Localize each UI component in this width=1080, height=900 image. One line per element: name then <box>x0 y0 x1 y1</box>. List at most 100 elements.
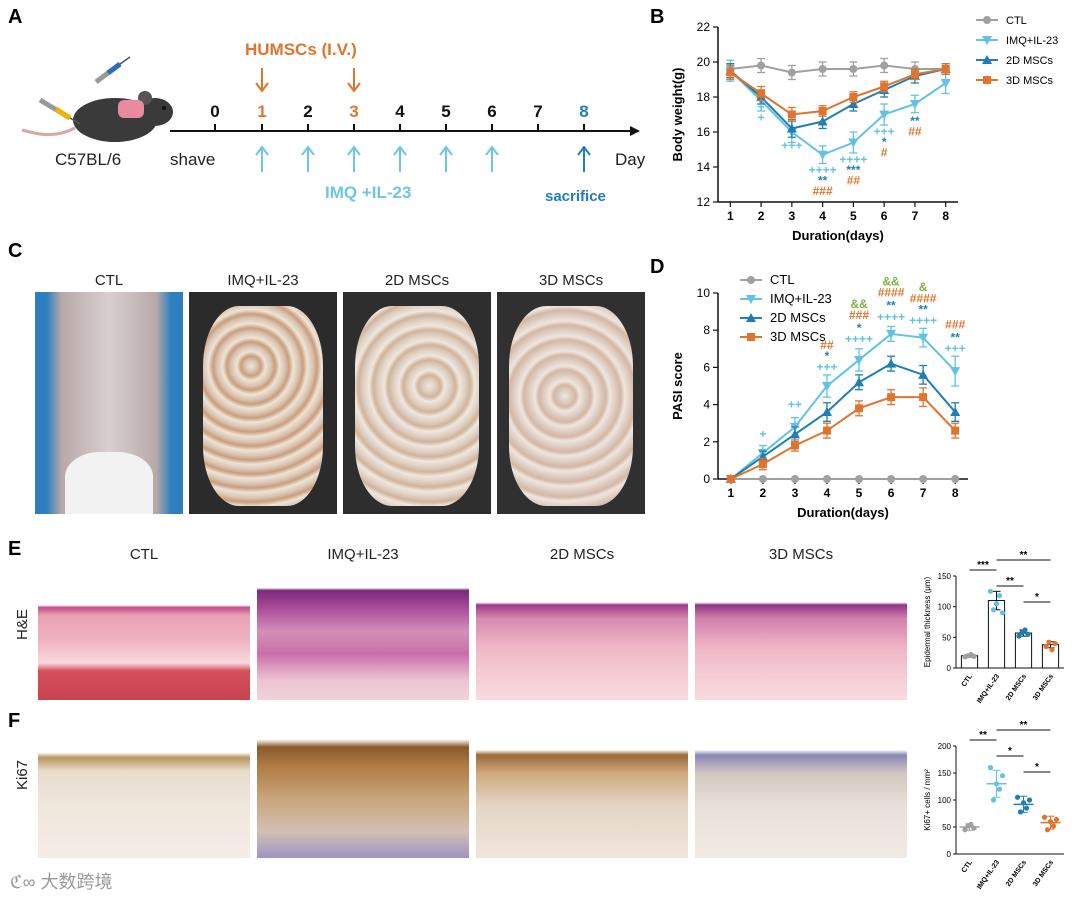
data-point <box>999 773 1006 779</box>
data-point <box>821 407 832 417</box>
ki67-image-imq <box>257 726 469 858</box>
up-arrow-head <box>255 145 269 156</box>
y-tick-label: 6 <box>703 360 710 374</box>
mouse-photo-3d <box>497 292 645 514</box>
data-point <box>818 65 827 73</box>
data-point <box>1049 647 1055 653</box>
data-point <box>1041 814 1048 820</box>
significance-mark: ### <box>849 308 869 322</box>
data-point <box>848 138 859 148</box>
x-tick-label: 2 <box>760 486 767 500</box>
data-point <box>919 393 928 402</box>
legend-label: CTL <box>1006 15 1027 27</box>
timeline-day-label: 6 <box>487 102 496 121</box>
data-point <box>879 110 890 120</box>
significance-label: ** <box>1020 720 1028 731</box>
he-image-imq <box>257 568 469 700</box>
data-point <box>918 369 929 379</box>
data-point <box>1043 643 1049 650</box>
he-title-imq: IMQ+IL-23 <box>327 546 399 563</box>
legend-marker <box>982 55 992 64</box>
significance-mark: ++++ <box>877 310 905 324</box>
y-axis-label: Body weight(g) <box>670 68 685 162</box>
up-arrow-head <box>439 145 453 156</box>
significance-mark: ++++ <box>809 163 837 177</box>
data-point <box>822 426 831 435</box>
data-point <box>999 610 1006 616</box>
watermark: ℭ∞ 大数跨境 <box>10 872 113 892</box>
data-point <box>758 475 767 483</box>
timeline-day-label: 0 <box>210 102 219 121</box>
significance-mark: ** <box>886 299 896 313</box>
x-tick-label: 7 <box>920 486 927 500</box>
y-tick-label: 16 <box>697 125 711 139</box>
he-row-label: H&E <box>14 609 31 640</box>
series-line-1 <box>730 332 956 480</box>
he-image-2d <box>476 568 688 700</box>
data-point <box>1023 805 1030 811</box>
data-point <box>854 355 865 365</box>
data-point <box>971 653 977 659</box>
significance-label: ** <box>979 730 987 741</box>
ki67-image-2d <box>476 726 688 858</box>
ki67-image-ctl <box>38 726 250 858</box>
data-point <box>758 460 767 469</box>
data-point <box>887 475 896 483</box>
x-tick-label: IMQ+IL-23 <box>976 673 1001 705</box>
legend-label: 3D MSCs <box>1006 75 1054 87</box>
x-tick-label: 2 <box>758 209 765 223</box>
significance-mark: *** <box>846 163 860 177</box>
significance-mark: ### <box>945 317 965 331</box>
data-point <box>987 765 994 771</box>
photo-title-ctl: CTL <box>94 272 124 289</box>
mouse-photo-2d <box>343 292 491 514</box>
significance-mark: ## <box>847 174 861 188</box>
significance-mark: ## <box>908 125 922 139</box>
data-point <box>726 475 735 483</box>
he-image-3d <box>695 568 907 700</box>
significance-mark: && <box>882 275 900 289</box>
legend-label: IMQ+IL-23 <box>1006 35 1058 47</box>
significance-mark: ++++ <box>839 153 867 167</box>
data-point <box>1052 640 1058 647</box>
data-point <box>1047 819 1054 825</box>
timeline-day-label: 2 <box>303 102 312 121</box>
x-tick-label: 5 <box>856 486 863 500</box>
data-point <box>993 781 1000 787</box>
significance-mark: #### <box>910 291 937 305</box>
x-tick-label: 2D MSCs <box>1005 673 1028 702</box>
data-point <box>849 65 858 73</box>
data-point <box>1025 631 1031 637</box>
significance-mark: * <box>857 321 862 335</box>
significance-mark: * <box>882 135 887 149</box>
y-axis-label: Ki67+ cells / mm² <box>923 769 932 831</box>
panel-label-a: A <box>8 6 23 28</box>
y-tick-label: 0 <box>947 850 952 859</box>
data-point <box>950 407 961 417</box>
legend-marker <box>747 276 755 284</box>
panel-label-b: B <box>650 6 665 28</box>
x-tick-label: CTL <box>961 673 975 689</box>
x-tick-label: 7 <box>912 209 919 223</box>
significance-mark: + <box>758 111 765 125</box>
timeline-day-label: 5 <box>441 102 450 121</box>
data-point <box>941 65 950 73</box>
data-point <box>854 377 865 387</box>
y-tick-label: 20 <box>697 55 711 69</box>
data-point <box>1020 800 1027 806</box>
data-point <box>951 426 960 435</box>
y-tick-label: 50 <box>942 823 951 832</box>
significance-mark: ** <box>918 302 928 316</box>
significance-mark: ** <box>910 114 920 128</box>
data-point <box>1017 809 1024 815</box>
watermark-logo-icon: ℭ∞ <box>10 872 36 892</box>
data-point <box>786 123 797 133</box>
y-tick-label: 18 <box>697 90 711 104</box>
data-point <box>910 70 919 79</box>
legend-marker <box>983 76 991 84</box>
data-point <box>886 329 897 339</box>
data-point <box>726 68 735 77</box>
series-line-0 <box>730 64 946 74</box>
data-point <box>855 404 864 413</box>
he-title-3d: 3D MSCs <box>768 546 834 563</box>
